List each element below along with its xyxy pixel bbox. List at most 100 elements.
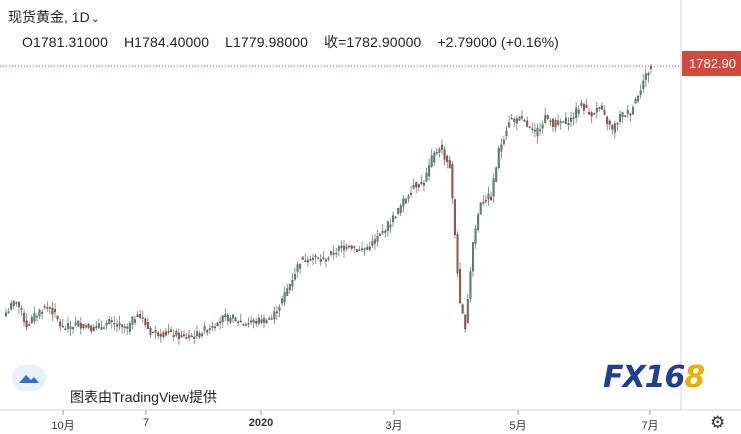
candle-body xyxy=(219,321,222,324)
candle-body xyxy=(471,242,474,272)
candle-body xyxy=(358,249,361,252)
candle-body xyxy=(113,322,116,325)
candle-body xyxy=(451,163,454,199)
candle-body xyxy=(95,326,98,329)
candle-body xyxy=(404,198,407,204)
candle-body xyxy=(288,284,291,291)
candle-body xyxy=(123,326,126,329)
candle-body xyxy=(631,107,634,115)
candle-body xyxy=(469,271,472,299)
candle-body xyxy=(361,248,364,250)
candle-body xyxy=(46,307,49,309)
candle-body xyxy=(66,323,69,329)
x-tick-label: 3月 xyxy=(385,420,403,432)
candle-body xyxy=(466,299,469,324)
tradingview-logo-icon[interactable] xyxy=(12,365,46,391)
x-tick-label: 5月 xyxy=(509,420,527,432)
candle-body xyxy=(350,245,353,249)
candle-body xyxy=(407,195,410,199)
candle-body xyxy=(157,332,160,336)
candle-body xyxy=(100,327,103,330)
candle-body xyxy=(330,250,333,255)
candle-body xyxy=(536,127,539,137)
x-tick-label: 7 xyxy=(142,417,150,429)
candle-body xyxy=(363,248,366,250)
candle-body xyxy=(417,184,420,188)
candle-body xyxy=(131,316,134,325)
candle-body xyxy=(213,326,216,329)
ohlc-close: 收=1782.90000 xyxy=(324,34,422,50)
candle-body xyxy=(464,314,467,330)
candle-body xyxy=(278,306,281,311)
candle-body xyxy=(273,311,276,320)
candle-body xyxy=(551,118,554,127)
candle-body xyxy=(126,326,129,329)
candle-body xyxy=(577,109,580,114)
candle-body xyxy=(474,228,477,244)
candle-body xyxy=(482,201,485,204)
candle-body xyxy=(304,260,307,262)
candle-body xyxy=(495,167,498,182)
candle-body xyxy=(345,246,348,249)
candle-body xyxy=(399,205,402,214)
candle-body xyxy=(172,335,175,337)
candle-body xyxy=(559,121,562,123)
candle-body xyxy=(162,332,165,337)
candle-body xyxy=(299,263,302,269)
candle-body xyxy=(376,236,379,242)
candle-body xyxy=(381,231,384,234)
symbol-title[interactable]: 现货黄金, 1D⌄ xyxy=(8,7,100,27)
candle-body xyxy=(97,323,100,328)
candle-body xyxy=(572,117,575,119)
candle-body xyxy=(637,95,640,102)
candle-body xyxy=(521,116,523,119)
candle-body xyxy=(348,245,351,248)
candle-body xyxy=(644,73,647,81)
candle-body xyxy=(386,221,389,232)
candle-body xyxy=(546,115,549,119)
candle-body xyxy=(461,304,464,314)
candle-body xyxy=(260,319,263,324)
candle-body xyxy=(342,245,345,251)
candle-body xyxy=(51,307,54,315)
candle-body xyxy=(110,320,113,323)
candle-body xyxy=(15,302,18,304)
candle-body xyxy=(389,224,392,228)
candle-body xyxy=(286,288,289,296)
candle-body xyxy=(296,264,299,272)
candle-body xyxy=(48,307,51,309)
candle-body xyxy=(453,199,456,235)
candle-body xyxy=(446,155,449,163)
candle-body xyxy=(490,196,493,201)
candle-body xyxy=(435,151,438,154)
candle-body xyxy=(647,72,650,76)
candle-body xyxy=(144,318,147,326)
candle-body xyxy=(500,144,503,152)
candle-body xyxy=(355,249,358,252)
candle-body xyxy=(221,315,224,323)
ohlc-open: O1781.31000 xyxy=(22,34,108,50)
attribution-text[interactable]: 图表由TradingView提供 xyxy=(70,389,218,405)
candle-body xyxy=(629,113,632,116)
candle-body xyxy=(324,259,327,262)
candle-body xyxy=(152,331,155,334)
candle-body xyxy=(340,245,343,248)
candle-body xyxy=(263,317,265,323)
candle-body xyxy=(257,317,260,324)
candle-body xyxy=(301,256,304,261)
candle-body xyxy=(428,165,431,177)
candle-body xyxy=(575,107,578,118)
chevron-down-icon[interactable]: ⌄ xyxy=(90,13,100,25)
candle-body xyxy=(433,152,436,163)
candle-body xyxy=(412,185,415,189)
candle-body xyxy=(438,149,441,153)
candle-body xyxy=(306,260,309,263)
fx168-watermark: FX168 xyxy=(603,360,705,395)
candle-body xyxy=(154,330,157,333)
candle-body xyxy=(28,324,31,326)
candle-body xyxy=(564,117,567,124)
candle-body xyxy=(397,208,400,214)
gear-icon[interactable]: ⚙ xyxy=(710,413,726,432)
